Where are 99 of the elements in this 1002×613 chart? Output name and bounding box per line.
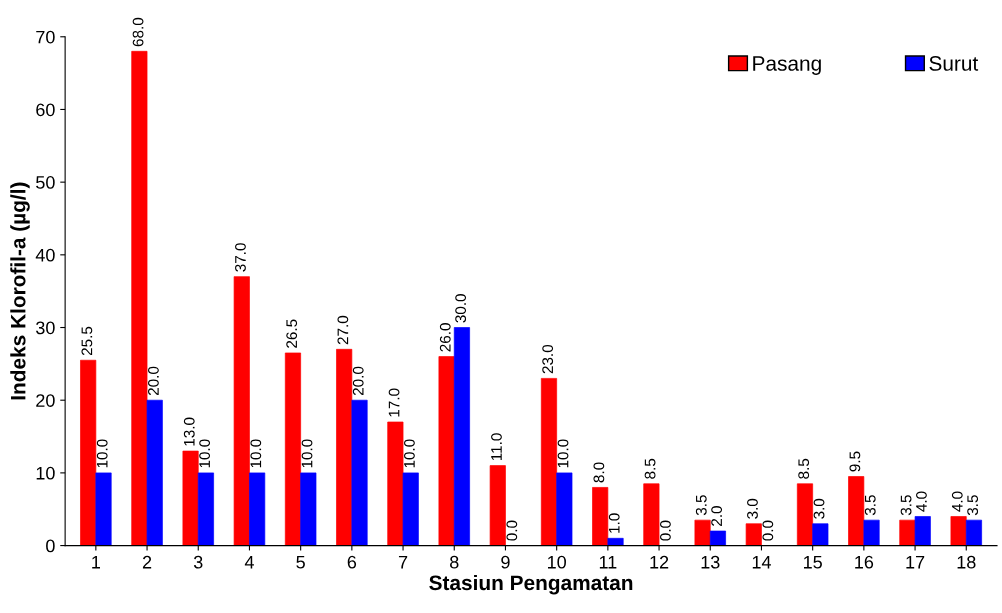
x-tick-label: 18 [957,555,976,569]
x-tick-label: 5 [296,555,305,569]
data-label: 3.0 [813,498,825,519]
bar [249,472,266,546]
data-label: 20.0 [352,366,364,396]
bar [146,399,163,546]
data-label: 30.0 [455,294,467,323]
x-tick-label: 11 [599,555,617,569]
bar [284,352,302,546]
data-label: 8.5 [798,458,810,479]
data-label: 10.0 [301,439,313,468]
bar [745,523,762,546]
data-label: 26.5 [286,319,298,348]
bar [914,516,931,546]
data-label: 37.0 [235,243,246,272]
x-tick-label: 16 [855,555,874,569]
bar [607,537,624,546]
bar [453,327,470,546]
bar [950,516,967,546]
data-label: 10.0 [404,439,415,468]
y-tick-label: 0 [46,539,55,553]
y-tick-label: 50 [36,176,55,189]
x-tick-label: 8 [450,555,459,569]
legend-label: Pasang [753,56,821,75]
data-label: 26.0 [439,323,451,352]
bar [387,421,404,546]
bar [197,472,214,546]
data-label: 10.0 [250,439,262,468]
data-label: 0.0 [660,520,671,541]
data-label: 3.0 [747,498,758,519]
legend-label: Surut [929,56,979,71]
bar [556,472,573,546]
data-label: 2.0 [711,506,723,526]
bar [438,356,455,546]
y-tick-label: 30 [36,321,55,335]
data-label: 10.0 [557,439,569,468]
bar [351,399,368,546]
data-label: 68.0 [132,17,144,47]
bar [965,519,982,546]
y-tick-label: 70 [36,30,55,44]
bar [182,450,199,546]
data-label: 4.0 [951,491,963,512]
data-label: 8.5 [644,458,656,479]
y-tick-label: 40 [35,248,55,262]
bar [336,348,353,546]
x-tick-label: 17 [906,555,925,569]
bar [233,276,250,546]
bar [848,476,865,546]
x-tick-label: 4 [244,555,254,569]
data-label: 13.0 [183,417,195,446]
bar [300,472,317,546]
data-label: 3.5 [900,495,912,516]
bar [402,472,419,546]
bar [643,483,660,546]
data-label: 27.0 [337,315,349,345]
bar [489,465,506,546]
x-tick-label: 6 [347,555,357,569]
bar [592,487,609,546]
data-label: 17.0 [388,388,400,417]
x-tick-label: 1 [92,555,100,569]
x-tick-label: 7 [398,555,408,569]
x-tick-label: 15 [804,555,822,569]
data-label: 20.0 [148,366,159,396]
x-tick-label: 14 [752,555,771,569]
x-tick-label: 12 [650,555,669,569]
data-label: 3.5 [967,495,979,516]
y-axis-title: Indeks Klorofil-a (µg/l) [10,182,30,400]
y-tick-label: 20 [36,394,55,407]
data-label: 0.0 [762,520,774,541]
bar [694,519,711,546]
bar [863,519,880,546]
data-label: 9.5 [849,451,861,472]
data-label: 25.5 [81,326,93,356]
x-tick-label: 13 [701,555,720,569]
bar [709,530,726,546]
y-tick-label: 10 [36,466,55,480]
bar [95,472,112,546]
x-tick-label: 3 [193,555,203,569]
bar [540,378,558,546]
y-tick-label: 60 [36,103,55,117]
data-label: 23.0 [542,344,554,374]
bar [796,483,814,546]
x-tick-label: 10 [548,555,566,569]
data-label: 4.0 [916,491,927,512]
data-label: 1.0 [608,513,620,533]
data-label: 8.0 [593,462,605,483]
data-label: 0.0 [506,520,518,541]
x-tick-label: 9 [501,555,510,569]
data-label: 10.0 [96,439,108,468]
x-tick-label: 2 [142,555,152,569]
data-label: 3.5 [864,495,876,516]
bar [80,359,97,546]
bar [131,50,148,546]
x-axis-title: Stasiun Pengamatan [429,574,633,595]
bar [812,523,829,546]
data-label: 10.0 [199,439,211,468]
bar [899,519,916,546]
data-label: 11.0 [491,433,502,461]
data-label: 3.5 [695,495,707,516]
